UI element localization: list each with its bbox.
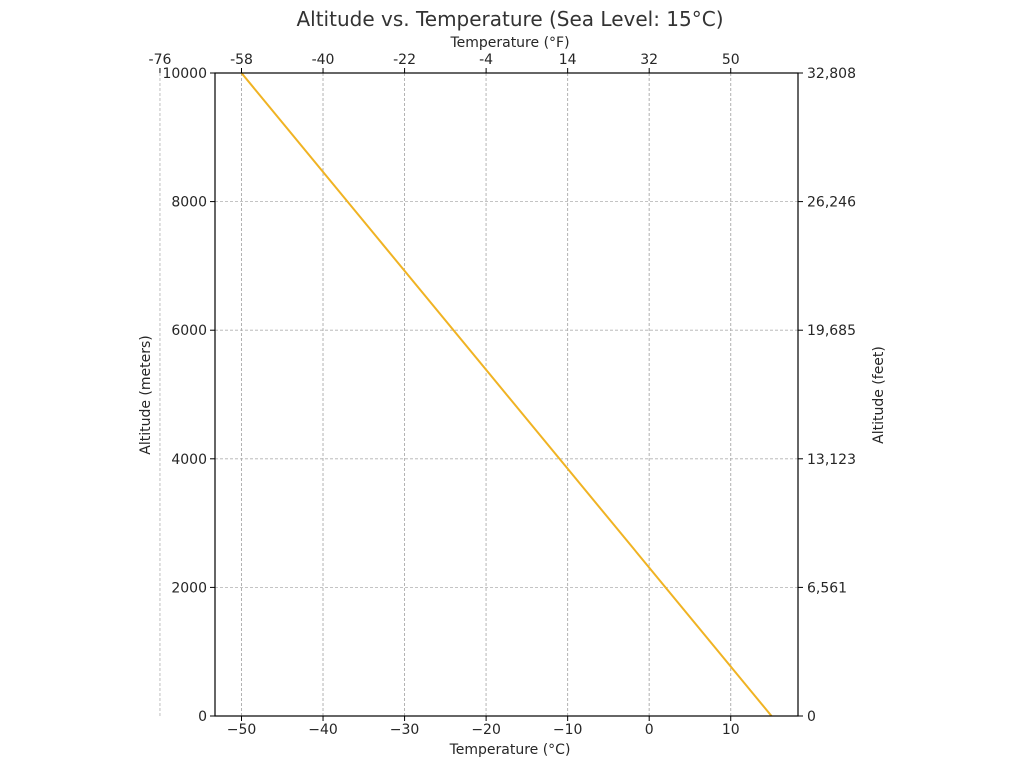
chart-title: Altitude vs. Temperature (Sea Level: 15°… bbox=[296, 7, 723, 31]
x2-tick-label: 32 bbox=[640, 52, 658, 68]
tick-marks bbox=[159, 68, 803, 721]
x2-axis-label: Temperature (°F) bbox=[449, 35, 569, 51]
y2-tick-label: 13,123 bbox=[807, 452, 856, 468]
y-axis-label: Altitude (meters) bbox=[138, 335, 154, 455]
x2-tick-label: 14 bbox=[559, 52, 577, 68]
y-tick-label: 0 bbox=[198, 709, 207, 725]
y2-tick-label: 0 bbox=[807, 709, 816, 725]
x-tick-label: −20 bbox=[471, 722, 501, 738]
x-axis-label: Temperature (°C) bbox=[449, 742, 571, 758]
x-tick-label: 10 bbox=[722, 722, 740, 738]
grid-lines bbox=[159, 72, 798, 717]
tick-labels: −50 −40 −30 −20 −10 0 10 -76 -58 -40 -22 -4 14 32 50 0 2… bbox=[149, 52, 857, 738]
series-layer bbox=[240, 72, 773, 717]
y-tick-label: 4000 bbox=[171, 452, 207, 468]
temperature-line bbox=[240, 72, 773, 717]
y-tick-label: 6000 bbox=[171, 323, 207, 339]
x2-tick-label: -58 bbox=[230, 52, 253, 68]
y2-tick-label: 19,685 bbox=[807, 323, 856, 339]
y-tick-label: 8000 bbox=[171, 195, 207, 211]
y2-axis-label: Altitude (feet) bbox=[871, 346, 887, 444]
y-tick-label: 2000 bbox=[171, 580, 207, 596]
y2-tick-label: 26,246 bbox=[807, 195, 856, 211]
x2-tick-label: 50 bbox=[722, 52, 740, 68]
x-tick-label: −50 bbox=[227, 722, 257, 738]
x-tick-label: −40 bbox=[308, 722, 338, 738]
x2-tick-label: -40 bbox=[312, 52, 335, 68]
x-tick-label: −30 bbox=[390, 722, 420, 738]
x2-tick-label: -22 bbox=[393, 52, 416, 68]
y2-tick-label: 32,808 bbox=[807, 66, 856, 82]
plot-frame bbox=[214, 72, 799, 717]
y-tick-label: 10000 bbox=[162, 66, 207, 82]
y2-tick-label: 6,561 bbox=[807, 580, 847, 596]
x2-tick-label: -76 bbox=[149, 52, 172, 68]
x-tick-label: 0 bbox=[645, 722, 654, 738]
x2-tick-label: -4 bbox=[479, 52, 493, 68]
x-tick-label: −10 bbox=[553, 722, 583, 738]
